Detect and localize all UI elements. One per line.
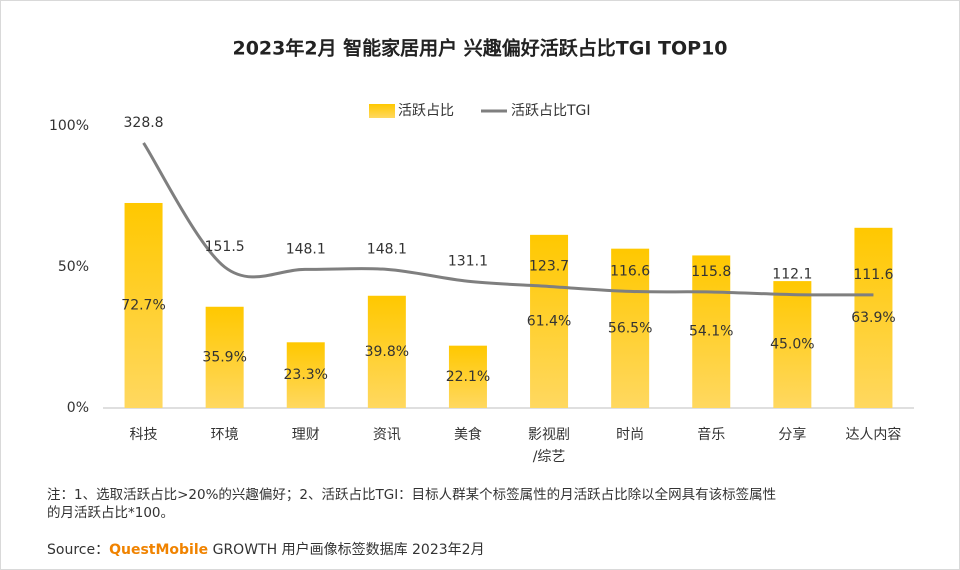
bar [692, 255, 731, 408]
data-label: 45.0% [770, 337, 814, 353]
x-tick-label: 美食 [453, 427, 482, 443]
y-tick-label: 100% [49, 118, 89, 134]
bar [854, 227, 893, 408]
source-text: GROWTH 用户画像标签数据库 2023年2月 [212, 542, 485, 558]
source-label: Source： [47, 542, 110, 558]
source: Source：QuestMobile GROWTH 用户画像标签数据库 2023… [47, 539, 485, 559]
x-tick-label: 影视剧 /综艺 [528, 427, 571, 465]
data-label: 123.7 [529, 258, 569, 274]
data-label: 116.6 [610, 263, 650, 279]
x-tick-label: 分享 [778, 427, 807, 443]
data-label: 111.6 [853, 267, 893, 283]
legend-label: 活跃占比 [398, 103, 454, 119]
y-tick-label: 0% [67, 400, 89, 416]
bar [448, 345, 487, 408]
data-label: 112.1 [772, 267, 812, 283]
data-label: 22.1% [446, 369, 490, 385]
x-tick-label: 理财 [291, 427, 320, 443]
note: 注：1、选取活跃占比>20%的兴趣偏好；2、活跃占比TGI：目标人群某个标签属性… [47, 487, 777, 503]
data-label: 35.9% [202, 349, 246, 365]
bar [124, 202, 163, 408]
y-tick-label: 50% [58, 259, 89, 275]
data-label: 148.1 [367, 241, 407, 257]
x-tick-label: 科技 [129, 427, 158, 443]
data-label: 131.1 [448, 253, 488, 269]
legend-label: 活跃占比TGI [511, 103, 591, 119]
data-label: 63.9% [851, 310, 895, 326]
bar [367, 295, 406, 408]
x-tick-label: 资讯 [372, 427, 401, 443]
legend-swatch [369, 104, 395, 118]
bar [205, 306, 244, 408]
data-label: 56.5% [608, 320, 652, 336]
data-label: 151.5 [205, 239, 245, 255]
bar [611, 248, 650, 408]
data-label: 54.1% [689, 324, 733, 340]
data-label: 23.3% [284, 367, 328, 383]
data-label: 328.8 [124, 115, 164, 131]
data-label: 148.1 [286, 241, 326, 257]
x-tick-label: 时尚 [616, 427, 645, 443]
source-brand: QuestMobile [109, 542, 209, 558]
x-tick-label: 达人内容 [845, 427, 902, 443]
bar [773, 281, 812, 408]
chart-title: 2023年2月 智能家居用户 兴趣偏好活跃占比TGI TOP10 [232, 37, 727, 60]
line [142, 142, 874, 297]
data-label: 39.8% [365, 344, 409, 360]
bar [530, 234, 569, 408]
data-label: 72.7% [121, 297, 165, 313]
bar [286, 342, 325, 408]
x-tick-label: 音乐 [697, 427, 726, 443]
x-tick-label: 环境 [210, 427, 239, 443]
data-label: 61.4% [527, 313, 571, 329]
note: 的月活跃占比*100。 [47, 505, 175, 521]
data-label: 115.8 [691, 264, 731, 280]
